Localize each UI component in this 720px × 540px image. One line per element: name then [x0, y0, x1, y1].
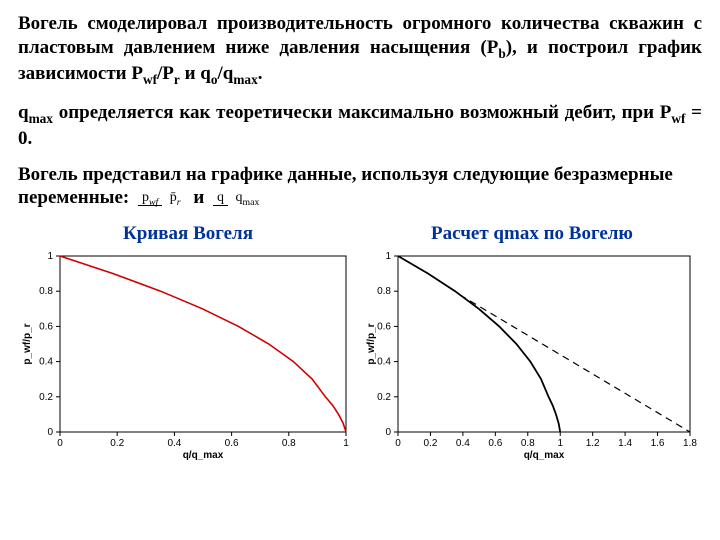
paragraph-2: qmax определяется как теоретически макси…	[18, 101, 702, 151]
frac1-num-sub: wf	[149, 196, 158, 207]
p1-text-f: .	[258, 63, 263, 84]
svg-text:0.6: 0.6	[488, 438, 502, 449]
charts-row: Кривая Вогеля 0 0.2 0.4 0.6 0.8 1 0 0.2 0.4 0.6 0.…	[18, 222, 702, 460]
chart-right-svg: 0 0.2 0.4 0.6 0.8 1 1.2 1.4 1.6 1.8 0 0.2 0.4 0.6 0.8 1…	[362, 250, 702, 460]
chart-left-block: Кривая Вогеля 0 0.2 0.4 0.6 0.8 1 0 0.2 0.4 0.6 0.…	[18, 222, 358, 460]
frac2-den: q	[236, 190, 243, 205]
svg-text:1: 1	[47, 251, 53, 262]
svg-text:0.4: 0.4	[167, 438, 181, 449]
fraction-2: q qmax	[209, 191, 267, 208]
frac2-num: q	[213, 190, 228, 206]
svg-text:0.4: 0.4	[456, 438, 470, 449]
chart-right-title: Расчет qmax по Вогелю	[362, 222, 702, 246]
svg-text:0.8: 0.8	[282, 438, 296, 449]
p1-sub5: max	[233, 72, 257, 87]
p2-text-a: q	[18, 102, 29, 123]
svg-text:0: 0	[395, 438, 401, 449]
svg-text:1: 1	[557, 438, 563, 449]
svg-text:1.8: 1.8	[683, 438, 697, 449]
chart-left-title: Кривая Вогеля	[18, 222, 358, 246]
svg-text:q/q_max: q/q_max	[524, 450, 565, 460]
p1-text-d: и q	[180, 63, 211, 84]
paragraph-3: Вогель представил на графике данные, исп…	[18, 163, 702, 211]
svg-text:1.6: 1.6	[651, 438, 665, 449]
svg-text:1.2: 1.2	[586, 438, 600, 449]
svg-text:0.8: 0.8	[39, 286, 53, 297]
chart-left-svg: 0 0.2 0.4 0.6 0.8 1 0 0.2 0.4 0.6 0.8 1 q/q_max p_wf/…	[18, 250, 358, 460]
svg-text:0.2: 0.2	[110, 438, 124, 449]
svg-text:0.4: 0.4	[377, 357, 391, 368]
svg-text:p_wf/p_r: p_wf/p_r	[366, 323, 377, 364]
svg-text:0: 0	[47, 427, 53, 438]
chart-right-block: Расчет qmax по Вогелю 0 0.2 0.4 0.6 0.8 1 1.2 1…	[362, 222, 702, 460]
frac1-den-sub: r	[177, 196, 181, 207]
svg-text:0.2: 0.2	[39, 392, 53, 403]
frac2-den-sub: max	[243, 196, 260, 207]
svg-text:0.6: 0.6	[377, 321, 391, 332]
frac1-num: p	[142, 190, 149, 205]
p1-text-c: /P	[157, 63, 174, 84]
svg-text:0.2: 0.2	[377, 392, 391, 403]
svg-text:q/q_max: q/q_max	[183, 450, 224, 460]
svg-text:p_wf/p_r: p_wf/p_r	[22, 323, 33, 364]
svg-text:0.6: 0.6	[39, 321, 53, 332]
svg-text:0.8: 0.8	[377, 286, 391, 297]
p2-sub1: max	[29, 110, 53, 125]
svg-text:0.2: 0.2	[423, 438, 437, 449]
svg-text:1: 1	[343, 438, 349, 449]
svg-text:0.6: 0.6	[225, 438, 239, 449]
svg-text:0: 0	[57, 438, 63, 449]
svg-text:1: 1	[385, 251, 391, 262]
svg-text:0: 0	[385, 427, 391, 438]
p2-text-b: определяется как теоретически максимальн…	[53, 102, 671, 123]
p2-sub2: wf	[671, 110, 685, 125]
frac1-den: p̄	[170, 190, 177, 205]
p1-sub2: wf	[143, 72, 157, 87]
p1-text-e: /q	[217, 63, 233, 84]
p3-text-a: Вогель представил на графике данные, исп…	[18, 164, 673, 209]
svg-text:0.8: 0.8	[521, 438, 535, 449]
paragraph-1: Вогель смоделировал производительность о…	[18, 12, 702, 89]
svg-text:1.4: 1.4	[618, 438, 632, 449]
p1-sub1: b	[498, 46, 505, 61]
svg-text:0.4: 0.4	[39, 357, 53, 368]
fraction-1: pwf p̄r	[134, 191, 189, 208]
p3-text-b: и	[193, 187, 209, 208]
